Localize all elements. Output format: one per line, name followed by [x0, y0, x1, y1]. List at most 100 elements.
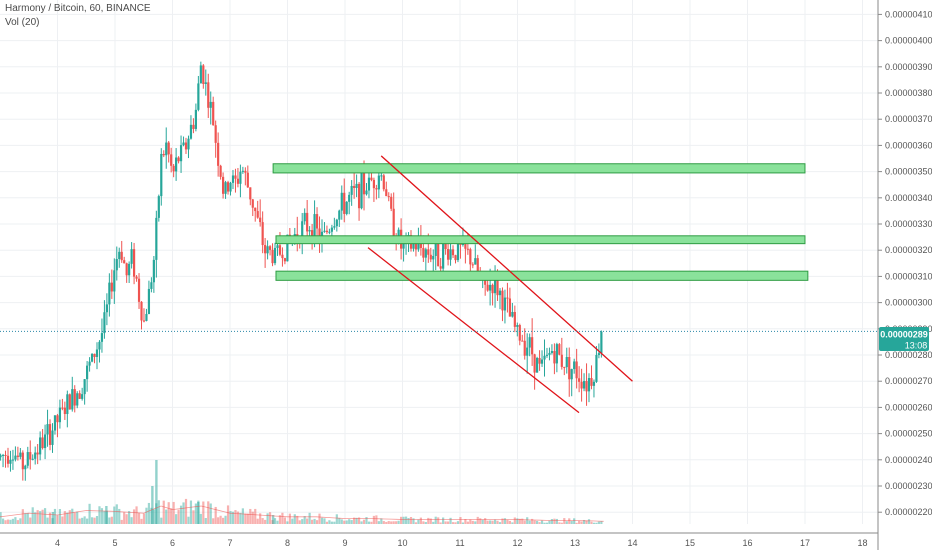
candle-body	[170, 154, 173, 166]
candle-body	[375, 188, 378, 190]
candle-body	[343, 192, 346, 214]
y-tick-label: 0.00000270	[885, 376, 932, 386]
candle-body	[165, 142, 168, 156]
volume-bar	[471, 520, 474, 524]
candle-body	[221, 176, 225, 194]
volume-bar	[81, 517, 84, 524]
volume-bar	[526, 517, 529, 524]
sr-zone[interactable]	[275, 235, 806, 245]
candle-body	[51, 430, 54, 445]
sr-zone[interactable]	[275, 270, 809, 281]
volume-bar	[454, 522, 457, 524]
x-tick-label: 4	[55, 538, 60, 548]
candle-body	[39, 437, 42, 455]
candle-body	[98, 341, 101, 350]
candle-body	[526, 347, 529, 356]
candle-body	[367, 177, 371, 191]
candle-body	[11, 459, 15, 461]
price-tag-value: 0.00000289	[880, 330, 928, 340]
volume-bar	[345, 520, 348, 524]
candle-body	[172, 165, 175, 172]
volume-bar	[390, 521, 393, 524]
candle-body	[217, 142, 220, 166]
volume-bar	[132, 509, 136, 524]
candle-body	[338, 210, 341, 220]
volume-bar	[226, 505, 230, 524]
y-tick-label: 0.00000280	[885, 350, 932, 360]
volume-bar	[429, 518, 432, 524]
volume-bar	[140, 518, 143, 524]
volume-bar	[360, 521, 363, 524]
volume-bar	[370, 521, 373, 524]
volume-bar	[597, 521, 601, 524]
candle-body	[135, 276, 138, 279]
candle-body	[600, 331, 603, 354]
candle-body	[283, 258, 287, 262]
volume-bar	[531, 518, 534, 524]
x-tick-label: 12	[512, 538, 522, 548]
volume-bar	[397, 520, 400, 524]
candle-body	[194, 109, 197, 129]
volume-bar	[580, 521, 583, 524]
volume-bar	[521, 518, 524, 524]
volume-bar	[123, 512, 126, 524]
volume-bar	[110, 516, 113, 524]
candle-body	[219, 165, 222, 177]
volume-bar	[328, 520, 331, 524]
volume-bar	[264, 519, 267, 524]
candle-body	[335, 219, 338, 227]
descending-channel[interactable]	[367, 155, 633, 414]
candle-body	[110, 282, 113, 292]
volume-bar	[152, 509, 155, 524]
volume-bar	[256, 518, 259, 524]
x-tick-label: 18	[857, 538, 867, 548]
candle-body	[6, 455, 10, 464]
volume-bar	[320, 517, 324, 524]
volume-bar	[236, 511, 240, 524]
candle-body	[437, 241, 440, 267]
volume-indicator-label: Vol (20)	[5, 17, 40, 28]
volume-bar	[41, 509, 44, 524]
volume-bar	[508, 520, 511, 524]
candle-body	[68, 394, 71, 410]
trend-line[interactable]	[380, 155, 633, 382]
candle-body	[56, 415, 59, 423]
candle-body	[446, 249, 450, 260]
y-tick-label: 0.00000380	[885, 88, 932, 98]
candle-body	[46, 424, 49, 435]
volume-bar	[0, 512, 2, 524]
volume-bar	[271, 515, 275, 524]
volume-bar	[95, 516, 99, 524]
candle-body	[108, 282, 111, 305]
volume-bar	[268, 512, 272, 524]
candle-body	[26, 452, 29, 466]
candle-body	[385, 189, 388, 197]
candle-body	[207, 82, 210, 108]
volume-bar	[170, 508, 173, 524]
support-resistance-zones[interactable]	[272, 163, 809, 281]
volume-bar	[308, 512, 311, 524]
candle-body	[229, 182, 232, 192]
candle-body	[422, 247, 425, 258]
sr-zone[interactable]	[272, 163, 806, 174]
volume-bar	[234, 510, 237, 524]
candle-body	[231, 175, 235, 183]
volume-bar	[503, 518, 507, 524]
volume-bar	[71, 508, 74, 524]
candle-body	[377, 175, 380, 190]
volume-bar	[362, 519, 366, 524]
candle-body	[474, 258, 477, 265]
volume-bar	[323, 518, 326, 524]
volume-bar	[48, 512, 52, 524]
volume-bar	[446, 521, 450, 524]
volume-bar	[513, 517, 516, 524]
volume-bar	[469, 519, 472, 524]
volume-bar	[427, 517, 430, 524]
candle-body	[224, 182, 227, 194]
candle-body	[315, 214, 319, 229]
trend-line[interactable]	[367, 247, 580, 414]
candle-body	[212, 101, 215, 126]
volume-bar	[348, 519, 351, 524]
x-tick-label: 6	[170, 538, 175, 548]
